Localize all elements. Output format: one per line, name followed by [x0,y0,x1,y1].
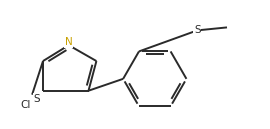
Text: S: S [194,25,201,35]
Text: Cl: Cl [20,100,31,110]
Text: N: N [65,37,73,47]
Text: S: S [34,94,40,104]
